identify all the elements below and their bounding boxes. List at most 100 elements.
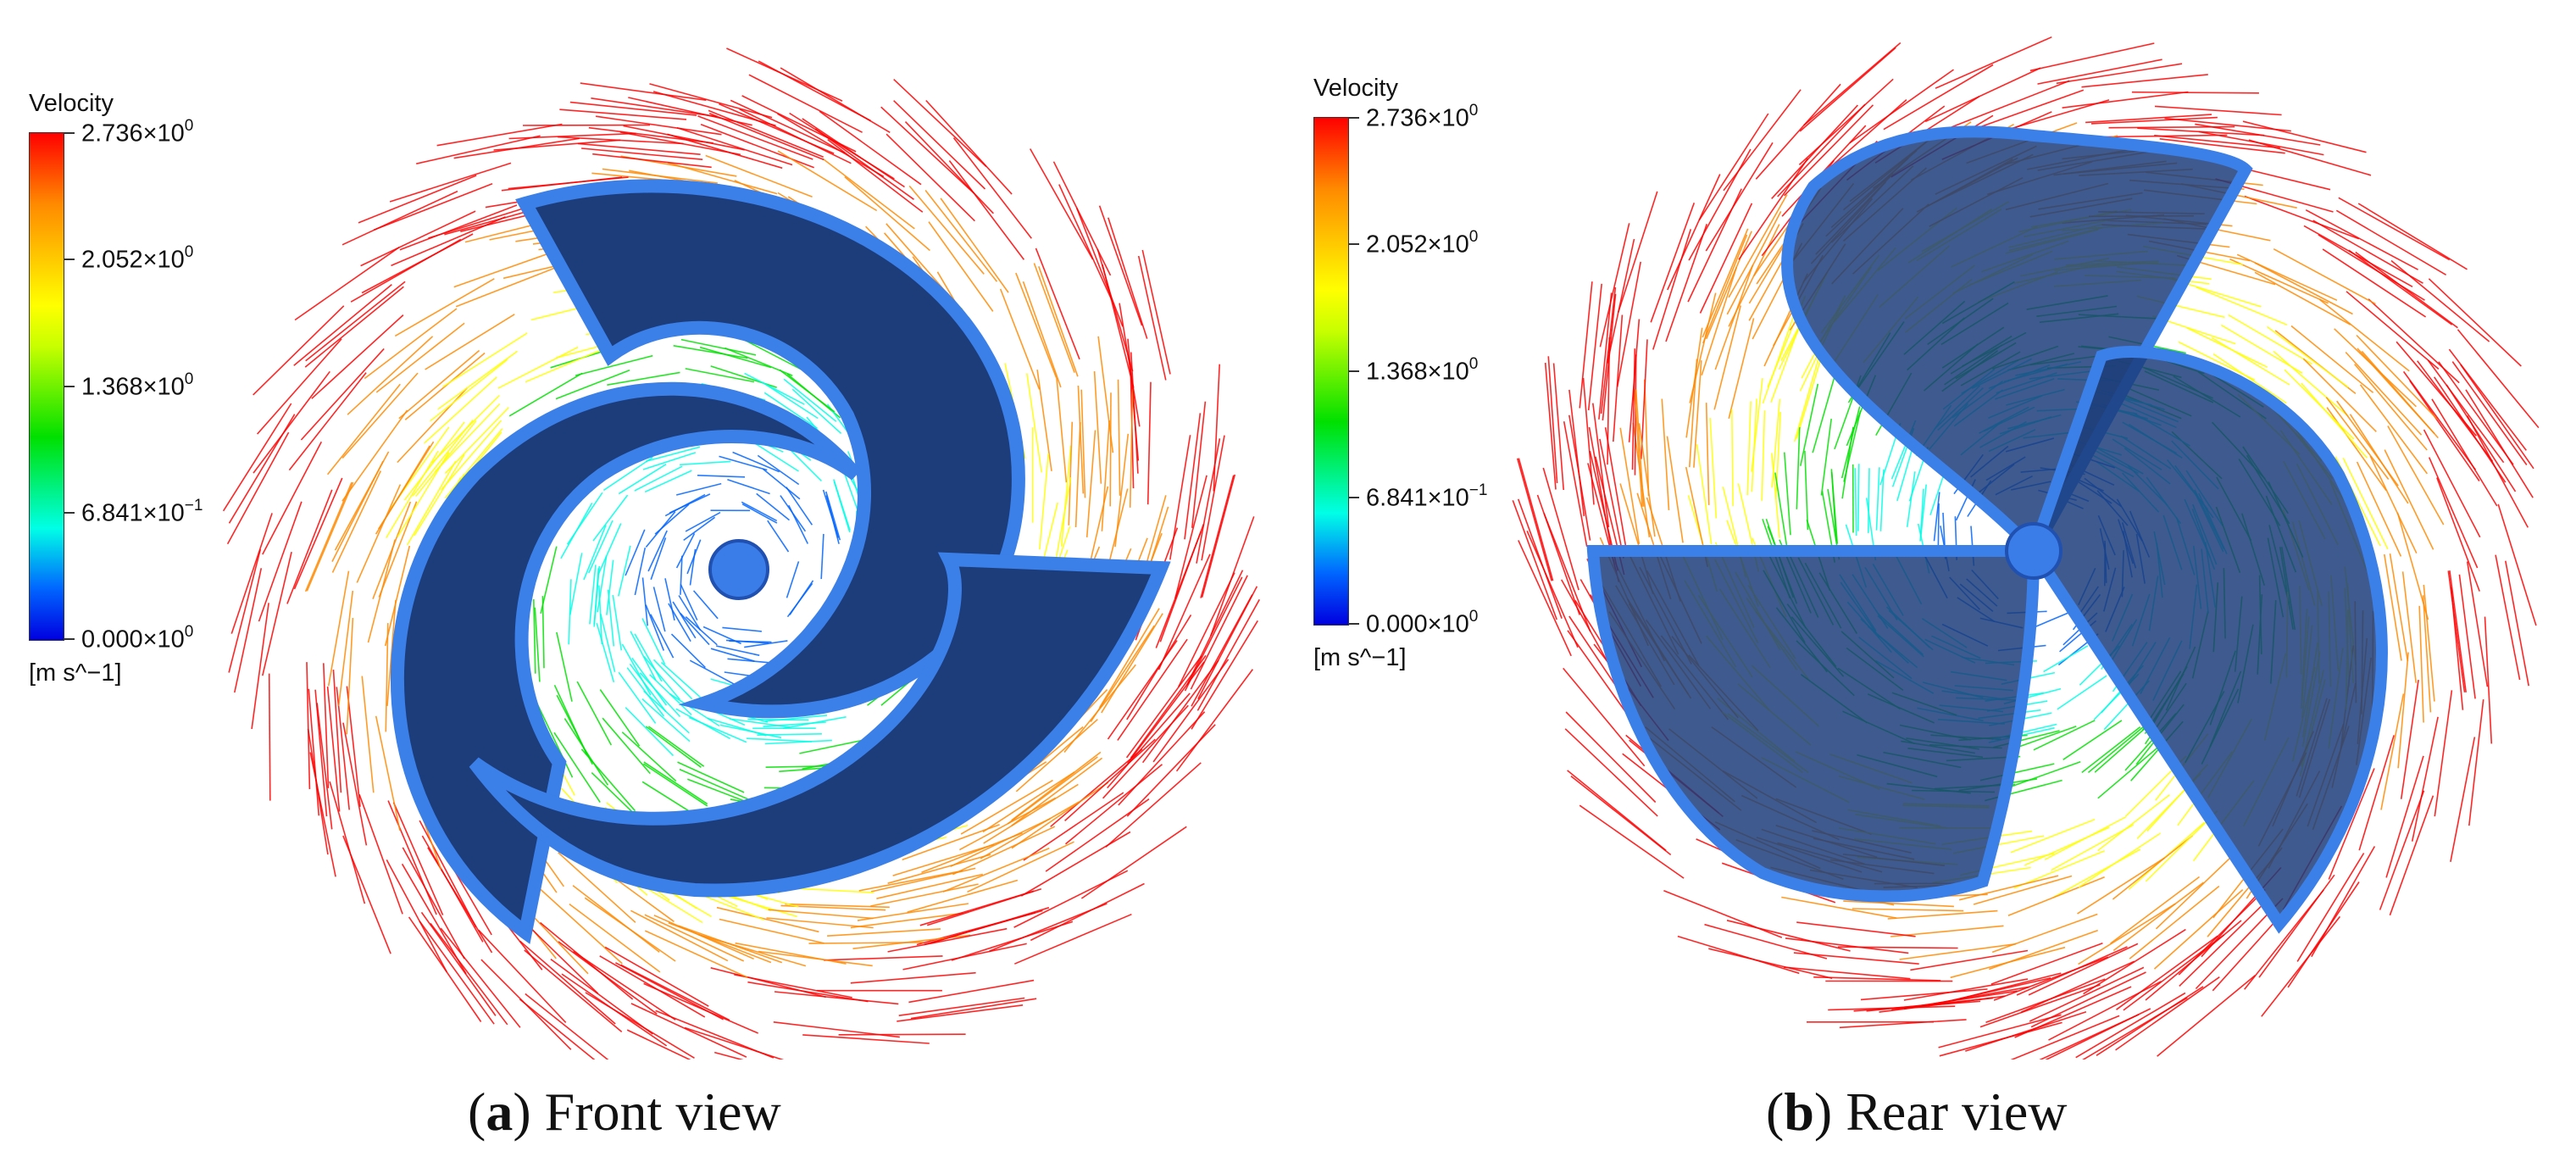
velocity-vector bbox=[726, 47, 843, 102]
velocity-vector bbox=[1857, 464, 1860, 531]
velocity-vector bbox=[2137, 127, 2265, 136]
velocity-vector bbox=[361, 676, 375, 793]
velocity-vector bbox=[676, 127, 793, 166]
velocity-vector bbox=[2335, 209, 2447, 275]
velocity-vector bbox=[1613, 314, 1624, 442]
velocity-vector bbox=[1959, 875, 2059, 901]
velocity-vector bbox=[442, 332, 528, 387]
velocity-vector bbox=[680, 613, 710, 646]
velocity-vector bbox=[251, 603, 269, 730]
velocity-vector bbox=[2244, 889, 2324, 990]
velocity-vector bbox=[1665, 224, 1708, 342]
velocity-vector bbox=[1599, 223, 1630, 348]
velocity-vector bbox=[850, 971, 976, 984]
velocity-vector bbox=[2033, 720, 2096, 751]
velocity-vector bbox=[758, 950, 873, 967]
velocity-vector bbox=[858, 870, 963, 892]
velocity-vector bbox=[1803, 42, 1901, 126]
velocity-vector bbox=[308, 688, 320, 816]
velocity-vector bbox=[525, 348, 606, 383]
velocity-vector bbox=[402, 847, 465, 959]
velocity-vector bbox=[667, 162, 778, 195]
velocity-vector bbox=[1015, 272, 1058, 379]
velocity-vector bbox=[2418, 605, 2424, 723]
velocity-vector bbox=[2179, 898, 2268, 987]
velocity-vector bbox=[685, 511, 721, 532]
velocity-vector bbox=[621, 643, 652, 696]
velocity-vector bbox=[1920, 484, 1927, 537]
velocity-vector bbox=[1813, 976, 1941, 982]
velocity-vector bbox=[508, 372, 583, 417]
velocity-vector bbox=[1875, 467, 1880, 531]
velocity-vector bbox=[1713, 305, 1741, 410]
velocity-vector bbox=[1762, 310, 1796, 404]
velocity-vector bbox=[1631, 348, 1636, 470]
velocity-vector bbox=[870, 883, 979, 907]
velocity-vector bbox=[1708, 948, 1833, 979]
velocity-vector bbox=[1663, 889, 1783, 938]
velocity-vector bbox=[326, 383, 401, 476]
velocity-vector bbox=[1702, 234, 1748, 344]
velocity-vector bbox=[607, 371, 680, 386]
velocity-vector bbox=[645, 726, 702, 768]
velocity-vector bbox=[660, 661, 702, 699]
velocity-vector bbox=[589, 565, 597, 625]
velocity-vector bbox=[2056, 63, 2183, 85]
velocity-vector bbox=[786, 487, 813, 526]
velocity-vector bbox=[1587, 283, 1602, 411]
velocity-vector bbox=[1093, 370, 1102, 484]
velocity-vector bbox=[2010, 1015, 2120, 1060]
velocity-vector bbox=[1604, 427, 1627, 547]
velocity-vector bbox=[692, 590, 719, 620]
rear-hub bbox=[2005, 522, 2062, 580]
velocity-vector bbox=[1119, 303, 1141, 427]
velocity-vector bbox=[1563, 421, 1588, 547]
velocity-vector bbox=[910, 998, 1037, 1020]
velocity-vector bbox=[1109, 392, 1112, 507]
velocity-vector bbox=[2389, 795, 2434, 916]
velocity-vector bbox=[306, 481, 354, 592]
velocity-vector bbox=[1516, 458, 1552, 581]
velocity-vector bbox=[1709, 418, 1718, 519]
velocity-vector bbox=[757, 454, 800, 486]
velocity-vector bbox=[1152, 659, 1230, 763]
velocity-vector bbox=[642, 763, 708, 807]
velocity-vector bbox=[2254, 271, 2351, 325]
velocity-vector bbox=[708, 112, 824, 161]
velocity-vector bbox=[1830, 469, 1837, 542]
velocity-vector bbox=[1125, 655, 1202, 759]
velocity-vector bbox=[2155, 852, 2237, 930]
velocity-vector bbox=[2008, 760, 2081, 788]
velocity-vector bbox=[2186, 327, 2268, 368]
tick-label-4: 6.841×10−1 bbox=[81, 497, 203, 527]
velocity-vector bbox=[1056, 377, 1068, 483]
velocity-vector bbox=[1552, 363, 1564, 491]
velocity-vector bbox=[762, 468, 801, 500]
velocity-vector bbox=[892, 843, 995, 876]
velocity-vector bbox=[634, 633, 663, 682]
velocity-vector bbox=[948, 160, 1025, 260]
panel-front-view: Velocity 2.736×100 2.052×100 1.368×100 6… bbox=[29, 47, 1260, 1142]
velocity-vector bbox=[713, 1051, 744, 1060]
velocity-vector bbox=[1060, 445, 1072, 547]
velocity-vector bbox=[1687, 188, 1742, 303]
velocity-vector bbox=[1130, 352, 1139, 474]
velocity-vector bbox=[2384, 449, 2434, 550]
velocity-vector bbox=[2389, 553, 2409, 662]
rear-view-vector-plot bbox=[1512, 36, 2540, 1060]
velocity-vector bbox=[2048, 981, 2162, 1041]
velocity-vector bbox=[360, 210, 476, 267]
velocity-vector bbox=[1641, 339, 1648, 459]
velocity-vector bbox=[1837, 946, 1958, 949]
velocity-vector bbox=[780, 495, 807, 532]
velocity-vector bbox=[2411, 716, 2439, 842]
velocity-vector bbox=[1117, 379, 1121, 496]
velocity-vector bbox=[688, 716, 747, 743]
velocity-vector bbox=[629, 663, 667, 713]
velocity-vector bbox=[2244, 195, 2360, 240]
tick-label-4-rear: 6.841×10−1 bbox=[1366, 481, 1488, 512]
velocity-vector bbox=[2116, 935, 2218, 1010]
velocity-vector bbox=[630, 631, 657, 681]
velocity-vector bbox=[652, 587, 666, 632]
velocity-vector bbox=[2303, 225, 2413, 287]
